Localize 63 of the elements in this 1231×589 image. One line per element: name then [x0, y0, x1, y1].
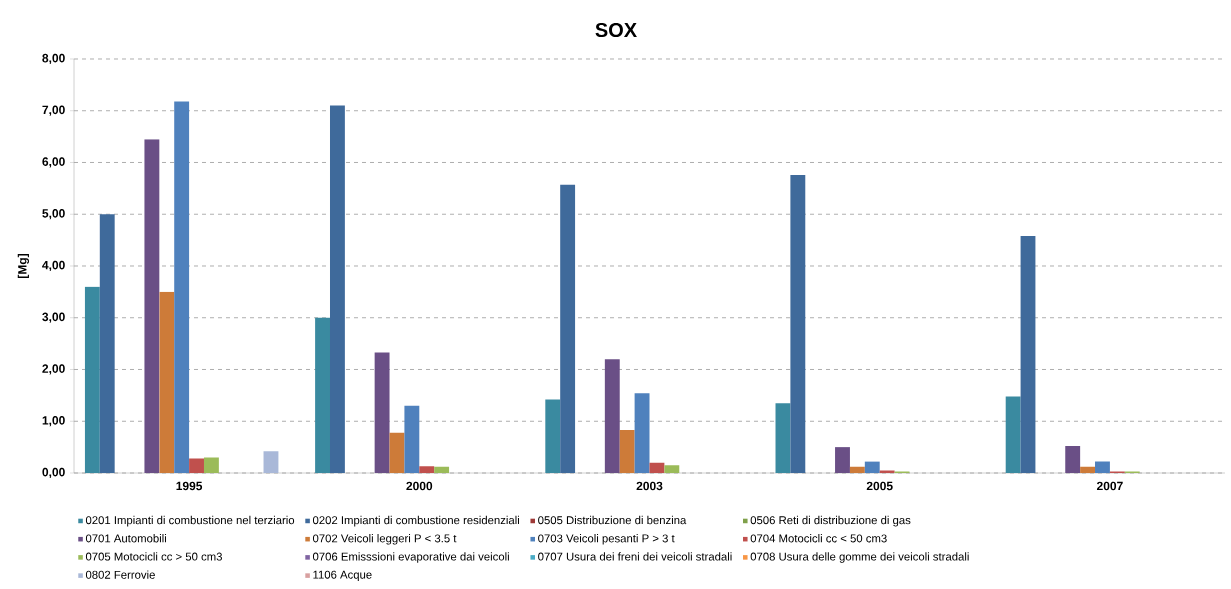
- y-tick-label: 0,00: [42, 467, 65, 479]
- bar: [604, 359, 620, 473]
- legend-label: 0506 Reti di distribuzione di gas: [750, 515, 911, 527]
- legend-label: 0706 Emisssioni evaporative dai veicoli: [312, 552, 509, 563]
- legend-label: 0708 Usura delle gomme dei veicoli stradali: [750, 552, 969, 563]
- bar: [1005, 396, 1021, 473]
- bar: [835, 447, 850, 473]
- bar: [99, 214, 115, 473]
- bar: [849, 466, 865, 473]
- bar: [315, 317, 330, 473]
- bar: [634, 393, 650, 473]
- x-tick-label: 2007: [1096, 481, 1123, 491]
- bar: [1065, 446, 1081, 473]
- y-axis-title: [Mg]: [17, 254, 30, 278]
- bar: [404, 405, 420, 473]
- bar: [159, 291, 175, 473]
- bar: [864, 461, 880, 473]
- bar: [263, 451, 279, 473]
- legend-label: 0701 Automobili: [85, 534, 166, 543]
- bar: [1095, 461, 1110, 473]
- y-tick-label: 7,00: [42, 105, 65, 116]
- x-tick-label: 1995: [176, 481, 203, 491]
- y-tick-label: 2,00: [42, 364, 65, 375]
- y-tick-label: 4,00: [42, 260, 65, 272]
- legend-label: 0705 Motocicli cc > 50 cm3: [85, 552, 222, 561]
- bar: [1080, 466, 1096, 473]
- bar: [434, 466, 450, 473]
- chart-title: SOX: [595, 22, 637, 38]
- bar: [545, 399, 561, 473]
- y-tick-label: 5,00: [42, 209, 65, 220]
- y-tick-label: 6,00: [42, 157, 65, 168]
- bar: [189, 458, 204, 473]
- bar: [560, 184, 576, 473]
- y-tick-label: 8,00: [42, 53, 65, 65]
- legend-label: 0703 Veicoli pesanti P > 3 t: [538, 534, 675, 545]
- bar: [649, 462, 665, 473]
- bar: [389, 432, 405, 473]
- y-tick-label: 3,00: [42, 312, 65, 323]
- legend-label: 0201 Impianti di combustione nel terziario: [85, 515, 295, 527]
- legend-label: 0704 Motocicli cc < 50 cm3: [750, 534, 887, 543]
- bar: [84, 286, 100, 473]
- bar: [203, 457, 219, 473]
- bar: [775, 403, 791, 473]
- bar: [419, 466, 435, 473]
- legend-label: 0702 Veicoli leggeri P < 3.5 t: [312, 534, 457, 545]
- legend-label: 0202 Impianti di combustione residenziali: [312, 515, 519, 527]
- bar: [664, 465, 680, 473]
- legend-label: 1106 Acque: [313, 570, 372, 581]
- bar: [619, 430, 635, 473]
- bar: [1020, 235, 1036, 473]
- legend-label: 0505 Distribuzione di benzina: [538, 515, 687, 525]
- x-tick-label: 2000: [406, 481, 433, 491]
- bar: [329, 105, 345, 473]
- legend-label: 0707 Usura dei freni dei veicoli stradali: [538, 552, 732, 561]
- bar: [144, 139, 160, 473]
- bar: [879, 470, 895, 473]
- x-tick-label: 2003: [636, 481, 663, 491]
- bar: [790, 174, 806, 473]
- legend-label: 0802 Ferrovie: [85, 570, 155, 579]
- x-tick-label: 2005: [866, 481, 893, 491]
- y-tick-label: 1,00: [42, 416, 65, 427]
- bar: [174, 101, 190, 473]
- bar: [374, 352, 390, 473]
